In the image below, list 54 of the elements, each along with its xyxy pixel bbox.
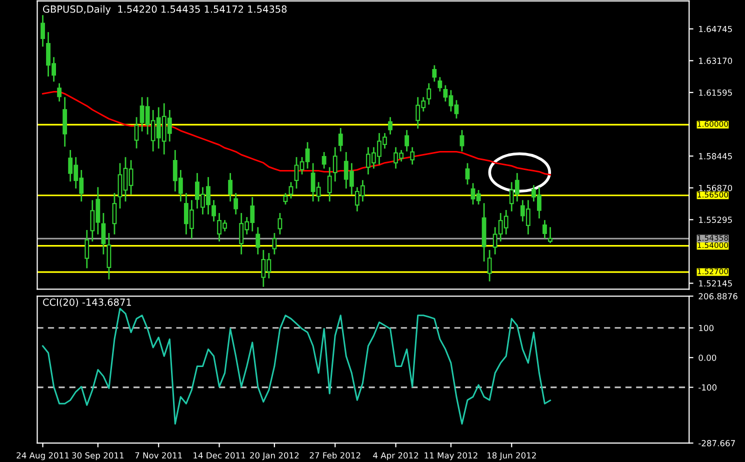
x-tick-label: 30 Sep 2011 — [72, 452, 124, 460]
candlestick — [487, 250, 492, 282]
y-tick-label: 0.00 — [698, 354, 716, 361]
candlestick — [112, 193, 117, 234]
y-tick-label: 100 — [699, 324, 714, 332]
candlestick — [338, 128, 343, 152]
x-tick-label: 7 Nov 2011 — [135, 452, 182, 459]
x-tick-label: 27 Feb 2012 — [310, 452, 360, 459]
candlestick — [327, 167, 332, 202]
candlestick — [228, 173, 233, 202]
y-tick-label: 206.8876 — [698, 293, 738, 300]
candlestick — [388, 117, 392, 134]
x-tick-label: 14 Dec 2011 — [194, 452, 246, 459]
line-series — [42, 308, 551, 425]
candlestick — [212, 200, 216, 222]
candlestick — [322, 152, 326, 169]
candlestick — [40, 15, 45, 47]
x-tick-label: 24 Aug 2011 — [16, 452, 69, 460]
chart-title: GBPUSD,Daily 1.54220 1.54435 1.54172 1.54358 — [43, 5, 287, 15]
y-tick-label: -100 — [698, 384, 717, 391]
candlestick — [438, 77, 442, 92]
y-tick-label: 1.56870 — [699, 184, 732, 192]
candlestick — [426, 83, 432, 105]
x-tick-label: 18 Jun 2012 — [487, 452, 536, 460]
y-tick-label: 1.52145 — [699, 280, 732, 287]
x-tick-label: 20 Jan 2012 — [250, 452, 299, 460]
candlestick — [332, 147, 338, 182]
x-tick-label: 4 Apr 2012 — [373, 452, 418, 460]
candlestick — [283, 193, 288, 205]
candlestick — [106, 233, 112, 280]
candlestick — [256, 227, 260, 254]
candlestick — [410, 147, 415, 165]
candlestick — [278, 213, 282, 234]
chart-title: CCI(20) -143.6871 — [43, 298, 131, 308]
candlestick — [234, 193, 238, 214]
y-tick-label: 1.58445 — [699, 153, 732, 160]
candlestick — [134, 117, 139, 148]
candlestick — [460, 130, 464, 152]
candlestick — [84, 230, 90, 268]
candlestick — [465, 163, 470, 185]
candlestick — [101, 213, 106, 254]
y-tick-label: 1.61595 — [699, 89, 732, 96]
candlestick — [57, 83, 62, 102]
candlestick — [432, 65, 437, 82]
y-tick-label: 1.55295 — [699, 216, 732, 223]
candlestick — [404, 130, 410, 152]
candlestick — [548, 227, 552, 244]
x-tick-label: 11 May 2012 — [424, 452, 478, 460]
y-tick-label: -287.667 — [698, 440, 735, 446]
candlestick — [288, 182, 294, 198]
y-tick-label: 1.64745 — [699, 26, 732, 32]
y-tick-label: 1.63170 — [699, 58, 732, 64]
candlestick — [272, 233, 277, 254]
candlestick — [542, 220, 547, 238]
